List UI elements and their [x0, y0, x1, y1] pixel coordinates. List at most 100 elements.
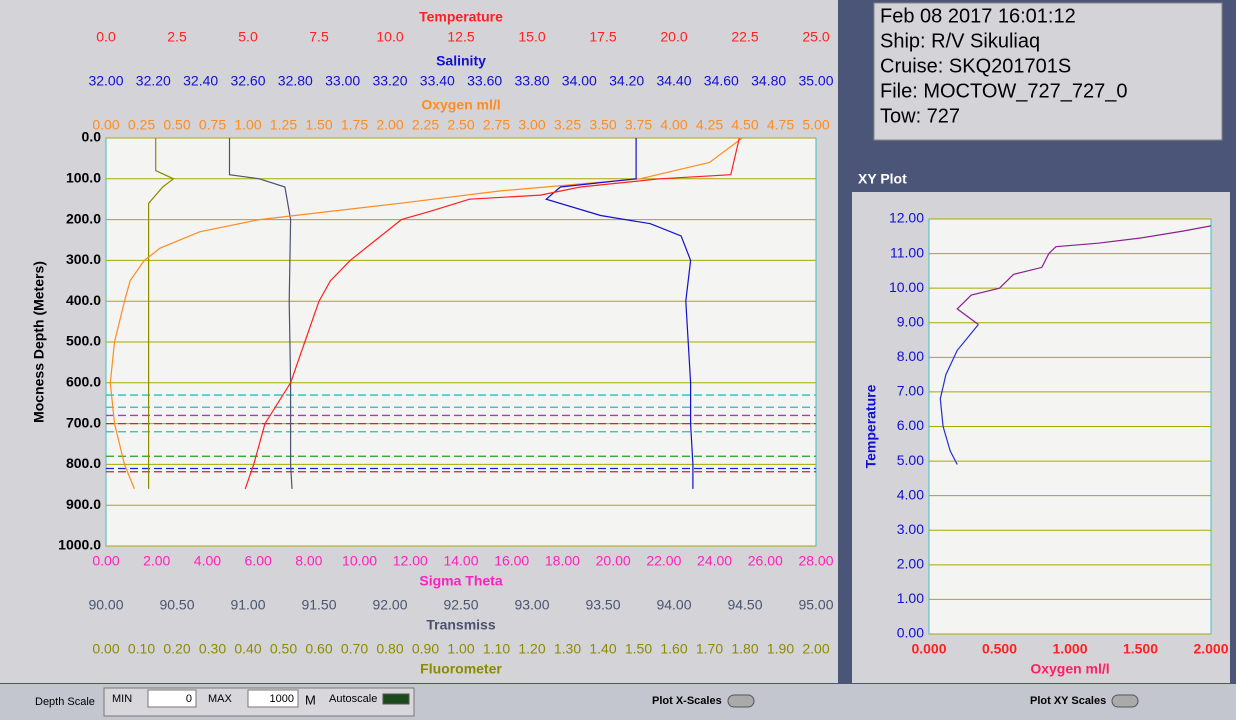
x-tick-label: 2.00 [143, 553, 170, 569]
x-tick-label: 0.0 [96, 29, 116, 45]
x-tick-label: 93.00 [514, 597, 549, 613]
y-tick-label: 7.00 [897, 383, 924, 399]
x-tick-label: 2.75 [483, 117, 510, 133]
x-tick-label: 18.00 [545, 553, 580, 569]
y-tick-label: 2.00 [897, 556, 924, 572]
x-axis-title: Sigma Theta [419, 573, 502, 589]
x-tick-label: 1.00 [234, 117, 261, 133]
max-label: MAX [208, 693, 233, 705]
min-label: MIN [112, 693, 132, 705]
x-tick-label: 1.30 [554, 641, 581, 657]
x-tick-label: 2.5 [167, 29, 187, 45]
x-tick-label: 1.500 [1123, 641, 1158, 657]
x-tick-label: 12.00 [393, 553, 428, 569]
x-tick-label: 0.50 [163, 117, 190, 133]
x-tick-label: 1.60 [660, 641, 687, 657]
y-tick-label: 1.00 [897, 590, 924, 606]
x-axis-title: Fluorometer [420, 661, 502, 677]
x-tick-label: 20.0 [660, 29, 687, 45]
plot-x-scales-toggle[interactable] [727, 694, 755, 708]
y-tick-label: 6.00 [897, 417, 924, 433]
y-tick-label: 0.00 [897, 625, 924, 641]
x-tick-label: 91.00 [230, 597, 265, 613]
x-tick-label: 0.80 [376, 641, 403, 657]
x-tick-label: 33.20 [372, 73, 407, 89]
x-tick-label: 1.50 [625, 641, 652, 657]
x-tick-label: 0.30 [199, 641, 226, 657]
x-tick-label: 33.60 [467, 73, 502, 89]
info-panel [873, 2, 1223, 141]
plot-xy-scales-toggle[interactable] [1111, 694, 1139, 708]
x-tick-label: 4.75 [767, 117, 794, 133]
x-tick-label: 1.80 [731, 641, 758, 657]
profile-line [228, 138, 293, 489]
x-tick-label: 3.75 [625, 117, 652, 133]
y-tick-label: 400.0 [66, 292, 101, 308]
y-tick-label: 11.00 [890, 244, 924, 260]
x-tick-label: 10.00 [342, 553, 377, 569]
x-tick-label: 32.60 [230, 73, 265, 89]
min-input[interactable] [147, 689, 197, 708]
x-tick-label: 0.70 [341, 641, 368, 657]
x-axis-title: Oxygen ml/l [421, 97, 500, 113]
y-tick-label: 800.0 [66, 455, 101, 471]
x-tick-label: 2.25 [412, 117, 439, 133]
x-tick-label: 0.40 [234, 641, 261, 657]
plot-xy-scales-label: Plot XY Scales [1030, 695, 1106, 707]
y-axis-title: Mocness Depth (Meters) [31, 261, 47, 423]
x-tick-label: 22.00 [646, 553, 681, 569]
autoscale-led[interactable] [382, 693, 410, 705]
x-tick-label: 8.00 [295, 553, 322, 569]
x-tick-label: 0.500 [982, 641, 1017, 657]
x-tick-label: 1.75 [341, 117, 368, 133]
info-line: File: MOCTOW_727_727_0 [880, 80, 1128, 102]
x-tick-label: 93.50 [585, 597, 620, 613]
x-tick-label: 2.50 [447, 117, 474, 133]
y-tick-label: 4.00 [897, 486, 924, 502]
min-value: 0 [186, 693, 192, 705]
x-tick-label: 34.40 [656, 73, 691, 89]
y-tick-label: 8.00 [897, 348, 924, 364]
x-tick-label: 5.00 [802, 117, 829, 133]
profile-line [109, 137, 743, 490]
x-tick-label: 5.0 [238, 29, 258, 45]
x-tick-label: 3.00 [518, 117, 545, 133]
x-tick-label: 32.20 [136, 73, 171, 89]
info-line: Ship: R/V Sikuliaq [880, 30, 1040, 52]
x-tick-label: 1.000 [1052, 641, 1087, 657]
x-tick-label: 95.00 [798, 597, 833, 613]
x-tick-label: 1.10 [483, 641, 510, 657]
x-tick-label: 1.00 [447, 641, 474, 657]
y-tick-label: 700.0 [66, 414, 101, 430]
x-tick-label: 4.00 [660, 117, 687, 133]
x-tick-label: 1.20 [518, 641, 545, 657]
x-tick-label: 32.00 [88, 73, 123, 89]
y-tick-label: 10.00 [889, 279, 924, 295]
x-tick-label: 17.5 [589, 29, 616, 45]
max-input[interactable] [247, 689, 299, 708]
x-tick-label: 92.00 [372, 597, 407, 613]
x-tick-label: 34.00 [562, 73, 597, 89]
x-tick-label: 0.00 [92, 641, 119, 657]
y-tick-label: 3.00 [897, 521, 924, 537]
x-tick-label: 33.80 [514, 73, 549, 89]
profile-line [244, 137, 740, 490]
x-tick-label: 26.00 [748, 553, 783, 569]
x-tick-label: 34.80 [751, 73, 786, 89]
x-tick-label: 4.25 [696, 117, 723, 133]
y-tick-label: 5.00 [897, 452, 924, 468]
y-tick-label: 12.00 [889, 210, 924, 226]
x-tick-label: 15.0 [518, 29, 545, 45]
info-line: Cruise: SKQ201701S [880, 55, 1071, 77]
x-tick-label: 32.80 [278, 73, 313, 89]
x-tick-label: 33.40 [420, 73, 455, 89]
x-tick-label: 1.70 [696, 641, 723, 657]
x-tick-label: 24.00 [697, 553, 732, 569]
depth-scale-label: Depth Scale [35, 696, 95, 708]
y-axis-title: Temperature [863, 384, 879, 468]
x-tick-label: 3.25 [554, 117, 581, 133]
x-tick-label: 12.5 [447, 29, 474, 45]
x-axis-title: Transmiss [426, 617, 495, 633]
plot-x-scales-label: Plot X-Scales [652, 695, 722, 707]
